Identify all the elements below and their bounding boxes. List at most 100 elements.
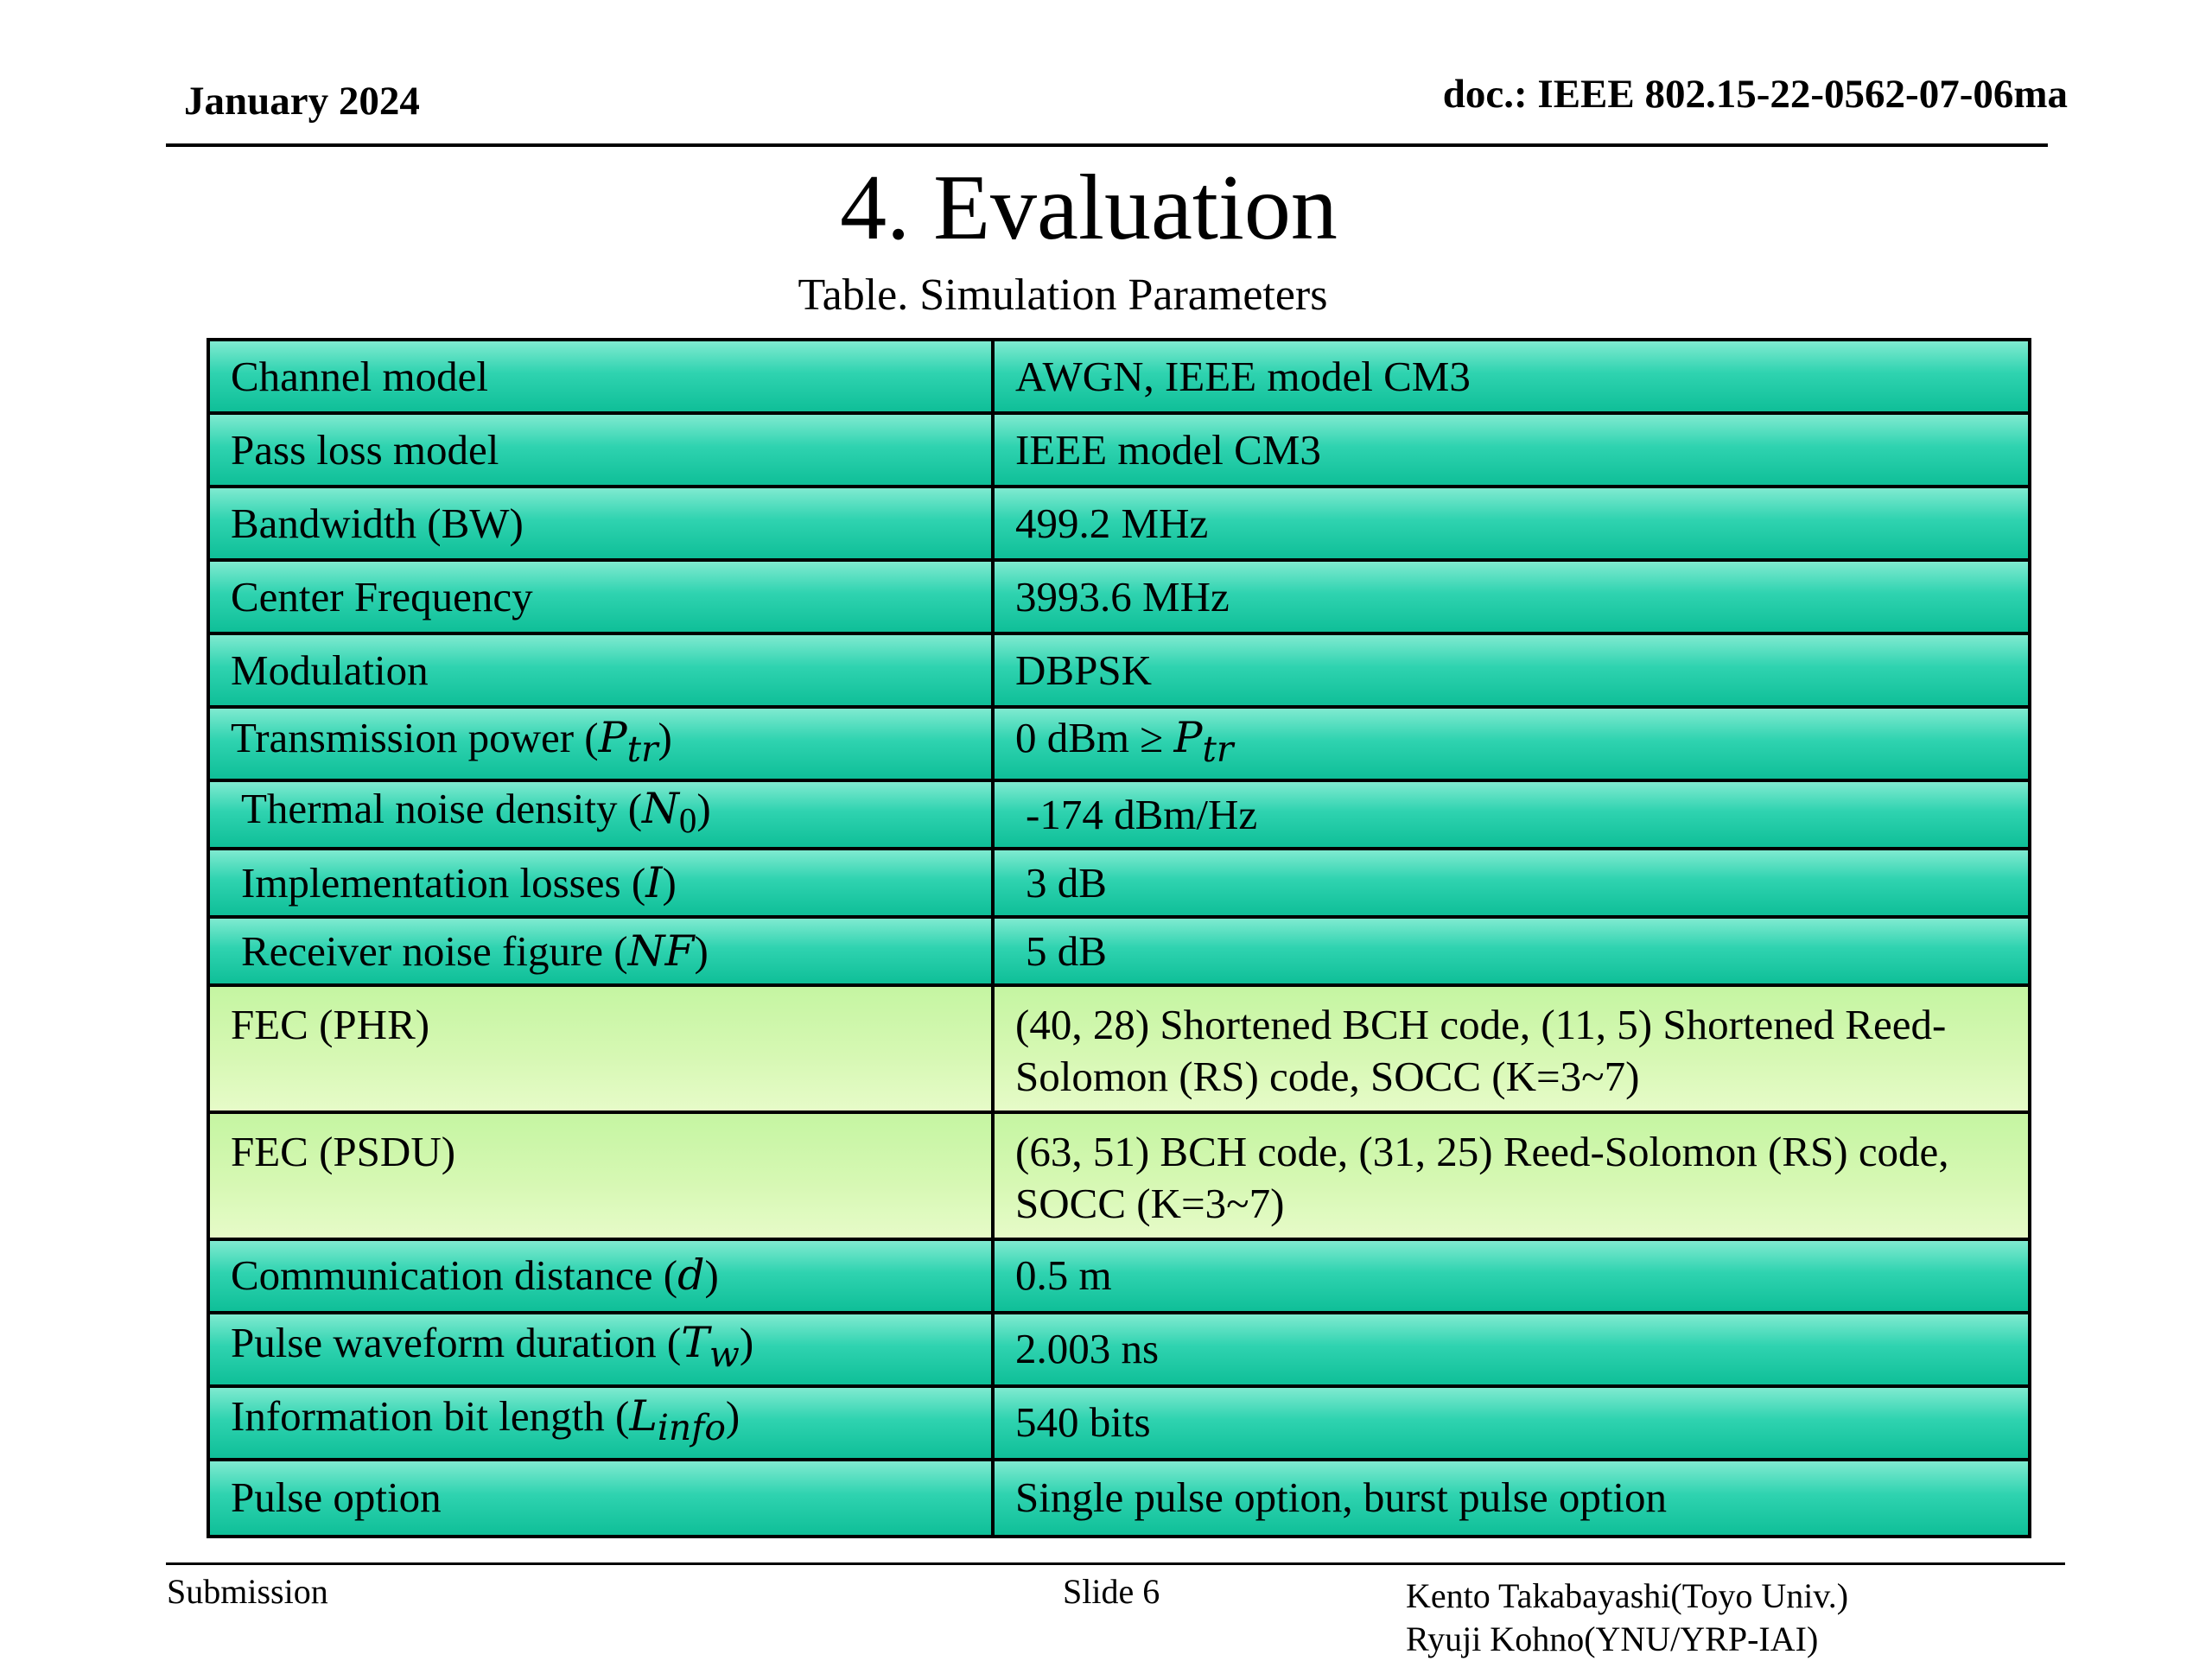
- value-cell: -174 dBm/Hz: [991, 779, 2031, 851]
- param-value: 499.2 MHz: [1015, 499, 1209, 547]
- param-label: Channel model: [231, 352, 489, 400]
- value-cell: 3993.6 MHz: [991, 558, 2031, 636]
- param-label: Thermal noise density (: [241, 784, 643, 832]
- value-cell: 540 bits: [991, 1384, 2031, 1461]
- param-cell: Pulse option: [207, 1457, 995, 1539]
- footer-authors: Kento Takabayashi(Toyo Univ.) Ryuji Kohn…: [1406, 1575, 1848, 1661]
- param-cell: Channel model: [207, 337, 995, 416]
- header-date: January 2024: [184, 79, 420, 124]
- math-subscript: 0: [678, 800, 697, 840]
- value-cell: 3 dB: [991, 847, 2031, 920]
- value-cell: (63, 51) BCH code, (31, 25) Reed-Solomon…: [991, 1110, 2031, 1241]
- param-cell: Communication distance (d): [207, 1237, 995, 1314]
- param-cell: Receiver noise figure (NF): [207, 915, 995, 988]
- param-value: 0 dBm ≥: [1015, 713, 1174, 761]
- value-cell: Single pulse option, burst pulse option: [991, 1457, 2031, 1539]
- table-row: Thermal noise density (N0) -174 dBm/Hz: [207, 779, 2031, 851]
- footer-slide-number: Slide 6: [1063, 1572, 1160, 1611]
- table-row: Bandwidth (BW) 499.2 MHz: [207, 485, 2031, 563]
- slide-title: 4. Evaluation: [840, 156, 1338, 259]
- param-label-tail: ): [662, 858, 677, 907]
- param-label: Pulse option: [231, 1473, 442, 1522]
- table-row: Modulation DBPSK: [207, 632, 2031, 710]
- table-row: Communication distance (d) 0.5 m: [207, 1237, 2031, 1314]
- param-label-tail: ): [694, 926, 709, 975]
- param-value: DBPSK: [1015, 646, 1152, 694]
- math-subscript: w: [709, 1333, 740, 1376]
- param-cell: Thermal noise density (N0): [207, 779, 995, 851]
- value-cell: 2.003 ns: [991, 1310, 2031, 1388]
- param-label-tail: ): [739, 1319, 754, 1367]
- value-cell: 499.2 MHz: [991, 485, 2031, 563]
- math-symbol: N: [642, 783, 679, 833]
- math-symbol: P: [1173, 712, 1203, 762]
- param-cell: Bandwidth (BW): [207, 485, 995, 563]
- param-label: Pulse waveform duration (: [231, 1319, 682, 1367]
- table-row: Information bit length (Linfo) 540 bits: [207, 1384, 2031, 1461]
- math-symbol: P: [598, 712, 627, 762]
- param-cell: FEC (PHR): [207, 983, 995, 1114]
- table-row: Pulse waveform duration (Tw) 2.003 ns: [207, 1310, 2031, 1388]
- table-row: Transmission power (Ptr) 0 dBm ≥ Ptr: [207, 705, 2031, 783]
- param-label: Pass loss model: [231, 425, 499, 474]
- value-cell: DBPSK: [991, 632, 2031, 710]
- param-value-line: (40, 28) Shortened BCH code, (11, 5) Sho…: [1015, 1001, 1947, 1049]
- math-symbol: I: [645, 857, 663, 907]
- param-cell: FEC (PSDU): [207, 1110, 995, 1241]
- param-label: Communication distance (: [231, 1251, 678, 1300]
- math-symbol: T: [681, 1318, 709, 1368]
- param-value: 2.003 ns: [1015, 1325, 1160, 1373]
- value-cell: 0.5 m: [991, 1237, 2031, 1314]
- param-value: IEEE model CM3: [1015, 425, 1321, 474]
- table-row: FEC (PHR) (40, 28) Shortened BCH code, (…: [207, 983, 2031, 1114]
- param-value-line: SOCC (K=3~7): [1015, 1179, 1285, 1227]
- param-label: Center Frequency: [231, 572, 533, 620]
- param-cell: Information bit length (Linfo): [207, 1384, 995, 1461]
- table-row: Pass loss model IEEE model CM3: [207, 411, 2031, 489]
- param-label: Information bit length (: [231, 1392, 630, 1441]
- param-value-line: (63, 51) BCH code, (31, 25) Reed-Solomon…: [1015, 1127, 1949, 1175]
- math-symbol: d: [677, 1251, 705, 1301]
- param-cell: Center Frequency: [207, 558, 995, 636]
- param-label-tail: ): [725, 1392, 741, 1441]
- param-label: Bandwidth (BW): [231, 499, 524, 547]
- header-doc-id: doc.: IEEE 802.15-22-0562-07-06ma: [1442, 72, 2068, 117]
- value-cell: AWGN, IEEE model CM3: [991, 337, 2031, 416]
- footer-author: Kento Takabayashi(Toyo Univ.): [1406, 1576, 1849, 1615]
- param-value: 3 dB: [1026, 858, 1107, 907]
- footer-submission: Submission: [167, 1572, 328, 1611]
- math-symbol: L: [629, 1391, 658, 1441]
- param-cell: Transmission power (Ptr): [207, 705, 995, 783]
- param-label: Modulation: [231, 646, 429, 694]
- table-row: Center Frequency 3993.6 MHz: [207, 558, 2031, 636]
- param-value: -174 dBm/Hz: [1026, 790, 1258, 838]
- param-label: Transmission power (: [231, 713, 599, 761]
- param-value: 3993.6 MHz: [1015, 572, 1230, 620]
- table-row: Pulse option Single pulse option, burst …: [207, 1457, 2031, 1539]
- table-caption: Table. Simulation Parameters: [798, 270, 1328, 320]
- value-cell: 5 dB: [991, 915, 2031, 988]
- param-label: FEC (PSDU): [231, 1127, 456, 1175]
- value-cell: (40, 28) Shortened BCH code, (11, 5) Sho…: [991, 983, 2031, 1114]
- math-subscript: tr: [626, 728, 658, 770]
- value-cell: IEEE model CM3: [991, 411, 2031, 489]
- simulation-parameters-table: Channel model AWGN, IEEE model CM3 Pass …: [207, 337, 2031, 1539]
- value-cell: 0 dBm ≥ Ptr: [991, 705, 2031, 783]
- param-value: Single pulse option, burst pulse option: [1015, 1473, 1668, 1522]
- param-label: FEC (PHR): [231, 1001, 430, 1049]
- param-value: 0.5 m: [1015, 1251, 1112, 1300]
- math-symbol: NF: [627, 926, 695, 976]
- param-label: Implementation losses (: [241, 858, 646, 907]
- param-label-tail: ): [658, 713, 672, 761]
- param-cell: Pass loss model: [207, 411, 995, 489]
- param-label-tail: ): [704, 1251, 719, 1300]
- math-subscript: info: [657, 1407, 726, 1449]
- table-row: Receiver noise figure (NF) 5 dB: [207, 915, 2031, 988]
- table-row: Channel model AWGN, IEEE model CM3: [207, 337, 2031, 416]
- param-label: Receiver noise figure (: [241, 926, 628, 975]
- param-value: 5 dB: [1026, 926, 1107, 975]
- param-value: 540 bits: [1015, 1398, 1151, 1447]
- math-subscript: tr: [1202, 728, 1234, 770]
- table-row: Implementation losses (I) 3 dB: [207, 847, 2031, 920]
- param-label-tail: ): [696, 784, 711, 832]
